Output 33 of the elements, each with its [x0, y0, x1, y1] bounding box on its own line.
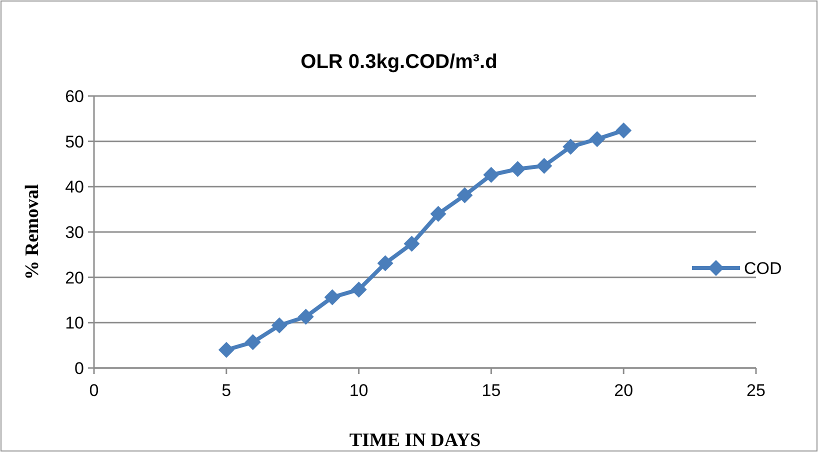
x-tick-label: 10 [349, 381, 368, 400]
point [218, 342, 234, 358]
x-tick-label: 15 [482, 381, 501, 400]
chart-title: OLR 0.3kg.COD/m³.d [300, 51, 498, 73]
point [324, 289, 340, 306]
point [244, 334, 261, 350]
y-tick-label: 0 [74, 358, 84, 378]
point [430, 206, 446, 222]
y-axis-title: % Removal [22, 184, 43, 280]
point [298, 308, 314, 325]
x-tick-label: 25 [746, 381, 766, 400]
point [350, 282, 367, 298]
point [562, 138, 579, 155]
y-tick-label: 40 [65, 178, 84, 197]
point [589, 131, 606, 148]
x-tick-label: 0 [89, 381, 99, 400]
point [616, 122, 632, 138]
point [404, 236, 420, 252]
x-axis-title: TIME IN DAYS [349, 430, 481, 451]
point [271, 317, 288, 334]
y-tick-label: 30 [65, 222, 84, 242]
y-tick-label: 60 [65, 86, 84, 106]
point [536, 158, 552, 174]
x-tick-label: 5 [222, 381, 232, 400]
y-tick-label: 10 [65, 314, 84, 333]
x-tick-label: 20 [614, 381, 634, 400]
point [456, 187, 473, 204]
point [377, 255, 394, 272]
y-tick-label: 20 [65, 268, 84, 288]
legend-label: COD [744, 258, 782, 278]
point [510, 160, 526, 177]
y-tick-label: 50 [65, 132, 84, 152]
point [483, 166, 500, 183]
